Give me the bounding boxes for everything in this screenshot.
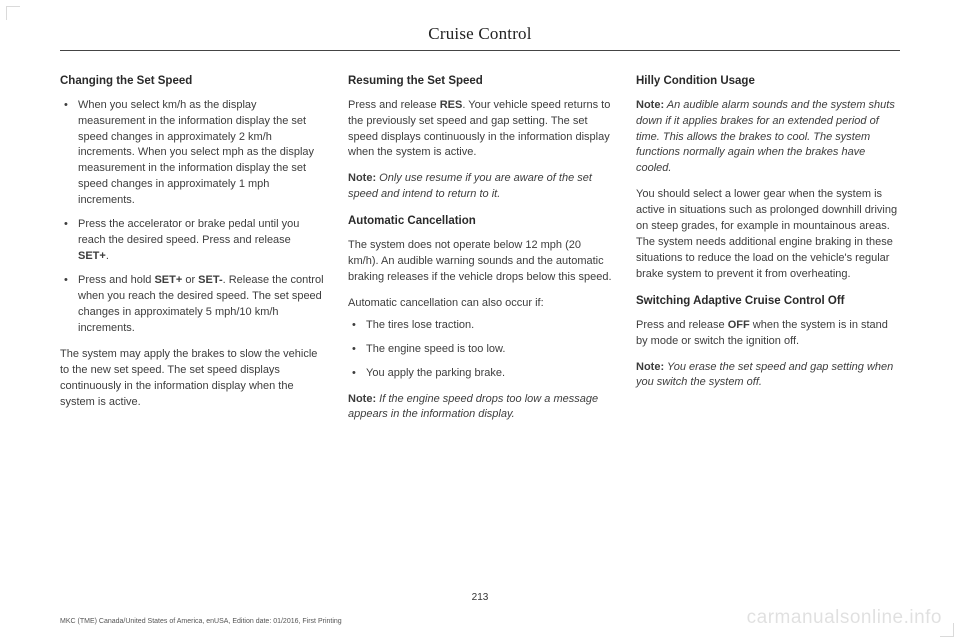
text: Press and release <box>348 99 440 111</box>
note-text: You erase the set speed and gap setting … <box>636 361 893 389</box>
bold-res: RES <box>440 99 463 111</box>
list-item: The engine speed is too low. <box>348 342 612 358</box>
paragraph: The system may apply the brakes to slow … <box>60 347 324 411</box>
heading-hilly-condition: Hilly Condition Usage <box>636 73 900 90</box>
paragraph: You should select a lower gear when the … <box>636 187 900 283</box>
page-number: 213 <box>0 592 960 603</box>
note: Note: You erase the set speed and gap se… <box>636 360 900 392</box>
column-3: Hilly Condition Usage Note: An audible a… <box>636 73 900 433</box>
watermark: carmanualsonline.info <box>747 607 942 629</box>
bold-set-minus: SET- <box>198 274 222 286</box>
list-text-tail: . <box>106 250 109 262</box>
paragraph: Press and release RES. Your vehicle spee… <box>348 98 612 162</box>
bold-off: OFF <box>728 319 750 331</box>
list-text: Press and hold <box>78 274 154 286</box>
column-2: Resuming the Set Speed Press and release… <box>348 73 612 433</box>
list-item: Press and hold SET+ or SET-. Release the… <box>60 273 324 337</box>
crop-mark <box>6 6 20 20</box>
heading-changing-set-speed: Changing the Set Speed <box>60 73 324 90</box>
list-text: When you select km/h as the display meas… <box>78 99 314 207</box>
note-text: Only use resume if you are aware of the … <box>348 172 592 200</box>
bold-set-plus: SET+ <box>154 274 182 286</box>
list-item: Press the accelerator or brake pedal unt… <box>60 217 324 265</box>
page-title: Cruise Control <box>60 24 900 44</box>
text: Press and release <box>636 319 728 331</box>
paragraph: The system does not operate below 12 mph… <box>348 238 612 286</box>
heading-automatic-cancellation: Automatic Cancellation <box>348 213 612 230</box>
list-text: Press the accelerator or brake pedal unt… <box>78 218 299 246</box>
list-item: When you select km/h as the display meas… <box>60 98 324 210</box>
note-text: An audible alarm sounds and the system s… <box>636 99 895 175</box>
bold-set-plus: SET+ <box>78 250 106 262</box>
bullet-list: When you select km/h as the display meas… <box>60 98 324 337</box>
note-label: Note: <box>348 172 376 184</box>
note: Note: Only use resume if you are aware o… <box>348 171 612 203</box>
list-text-mid: or <box>182 274 198 286</box>
column-1: Changing the Set Speed When you select k… <box>60 73 324 433</box>
footer-edition: MKC (TME) Canada/United States of Americ… <box>60 618 342 625</box>
content-columns: Changing the Set Speed When you select k… <box>60 73 900 433</box>
header-rule <box>60 50 900 51</box>
manual-page: Cruise Control Changing the Set Speed Wh… <box>0 0 960 643</box>
crop-mark <box>940 623 954 637</box>
bullet-list: The tires lose traction. The engine spee… <box>348 318 612 382</box>
note-label: Note: <box>636 99 664 111</box>
paragraph: Automatic cancellation can also occur if… <box>348 296 612 312</box>
note-label: Note: <box>348 393 376 405</box>
list-item: You apply the parking brake. <box>348 366 612 382</box>
list-item: The tires lose traction. <box>348 318 612 334</box>
heading-switching-off: Switching Adaptive Cruise Control Off <box>636 293 900 310</box>
heading-resuming-set-speed: Resuming the Set Speed <box>348 73 612 90</box>
note: Note: If the engine speed drops too low … <box>348 392 612 424</box>
note-label: Note: <box>636 361 664 373</box>
paragraph: Press and release OFF when the system is… <box>636 318 900 350</box>
note-text: If the engine speed drops too low a mess… <box>348 393 598 421</box>
note: Note: An audible alarm sounds and the sy… <box>636 98 900 178</box>
